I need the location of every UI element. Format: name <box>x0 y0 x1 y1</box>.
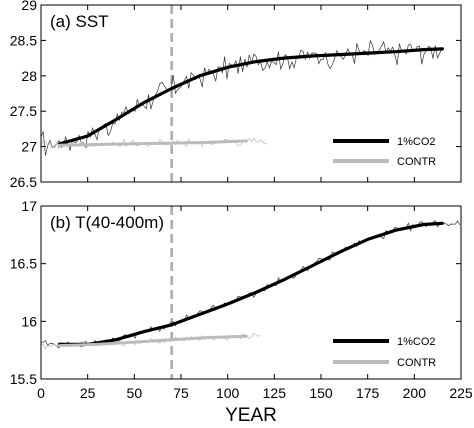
legend-label-contr: CONTR <box>397 156 436 168</box>
y-tick-label: 28 <box>21 68 37 84</box>
x-tick-label: 25 <box>80 385 96 401</box>
panel-sst-legend: 1%CO2 CONTR <box>333 136 436 168</box>
series-1pco2-smoothed-line <box>58 47 444 146</box>
panel-temp-title: (b) T(40-400m) <box>50 213 164 232</box>
x-tick-label: 100 <box>216 385 240 401</box>
y-tick-label: 28.5 <box>10 32 37 48</box>
y-tick-label: 26.5 <box>10 174 37 190</box>
x-tick-label: 50 <box>127 385 143 401</box>
panel-sst-smooth-series <box>58 47 444 147</box>
panel-temp: (b) T(40-400m) 15.5 16 16.5 17 0 25 50 75 100 12… <box>10 198 473 426</box>
legend-label-contr: CONTR <box>397 357 436 369</box>
y-tick-label: 17 <box>21 198 37 214</box>
legend-label-1pco2: 1%CO2 <box>397 136 436 148</box>
panel-sst-frame <box>40 4 462 183</box>
panel-sst: (a) SST 26.5 27 27.5 28 28.5 29 1%CO2 CONTR <box>10 0 462 190</box>
panel-temp-ytick-labels: 15.5 16 16.5 17 <box>10 198 37 387</box>
series-contr-smoothed-line <box>58 139 248 147</box>
panel-temp-smooth-series <box>58 221 444 348</box>
x-tick-label: 75 <box>173 385 189 401</box>
series-1pco2-annual-line <box>41 39 443 156</box>
y-tick-label: 15.5 <box>10 371 37 387</box>
series-contr-smoothed-line <box>58 334 248 348</box>
x-tick-label: 225 <box>449 385 473 401</box>
panel-sst-raw-series <box>41 39 443 156</box>
y-tick-label: 29 <box>21 0 37 13</box>
x-tick-label: 0 <box>37 385 45 401</box>
y-tick-label: 16.5 <box>10 256 37 272</box>
x-tick-label: 175 <box>356 385 380 401</box>
series-1pco2-annual-line <box>41 220 461 349</box>
x-tick-label: 150 <box>309 385 333 401</box>
x-tick-label: 200 <box>403 385 427 401</box>
panel-sst-ytick-labels: 26.5 27 27.5 28 28.5 29 <box>10 0 37 190</box>
panel-temp-legend: 1%CO2 CONTR <box>333 336 436 369</box>
series-1pco2-smoothed-line <box>58 221 444 346</box>
panel-temp-xtick-labels: 0 25 50 75 100 125 150 175 200 225 <box>37 385 473 401</box>
x-axis-label: YEAR <box>225 405 277 426</box>
legend-label-1pco2: 1%CO2 <box>397 336 436 348</box>
panel-sst-ticks <box>40 4 462 183</box>
panel-sst-title: (a) SST <box>50 12 109 31</box>
y-tick-label: 27.5 <box>10 103 37 119</box>
x-tick-label: 125 <box>263 385 287 401</box>
y-tick-label: 27 <box>21 139 37 155</box>
panel-temp-frame <box>40 205 462 380</box>
y-tick-label: 16 <box>21 313 37 329</box>
panel-temp-raw-series <box>41 220 461 350</box>
